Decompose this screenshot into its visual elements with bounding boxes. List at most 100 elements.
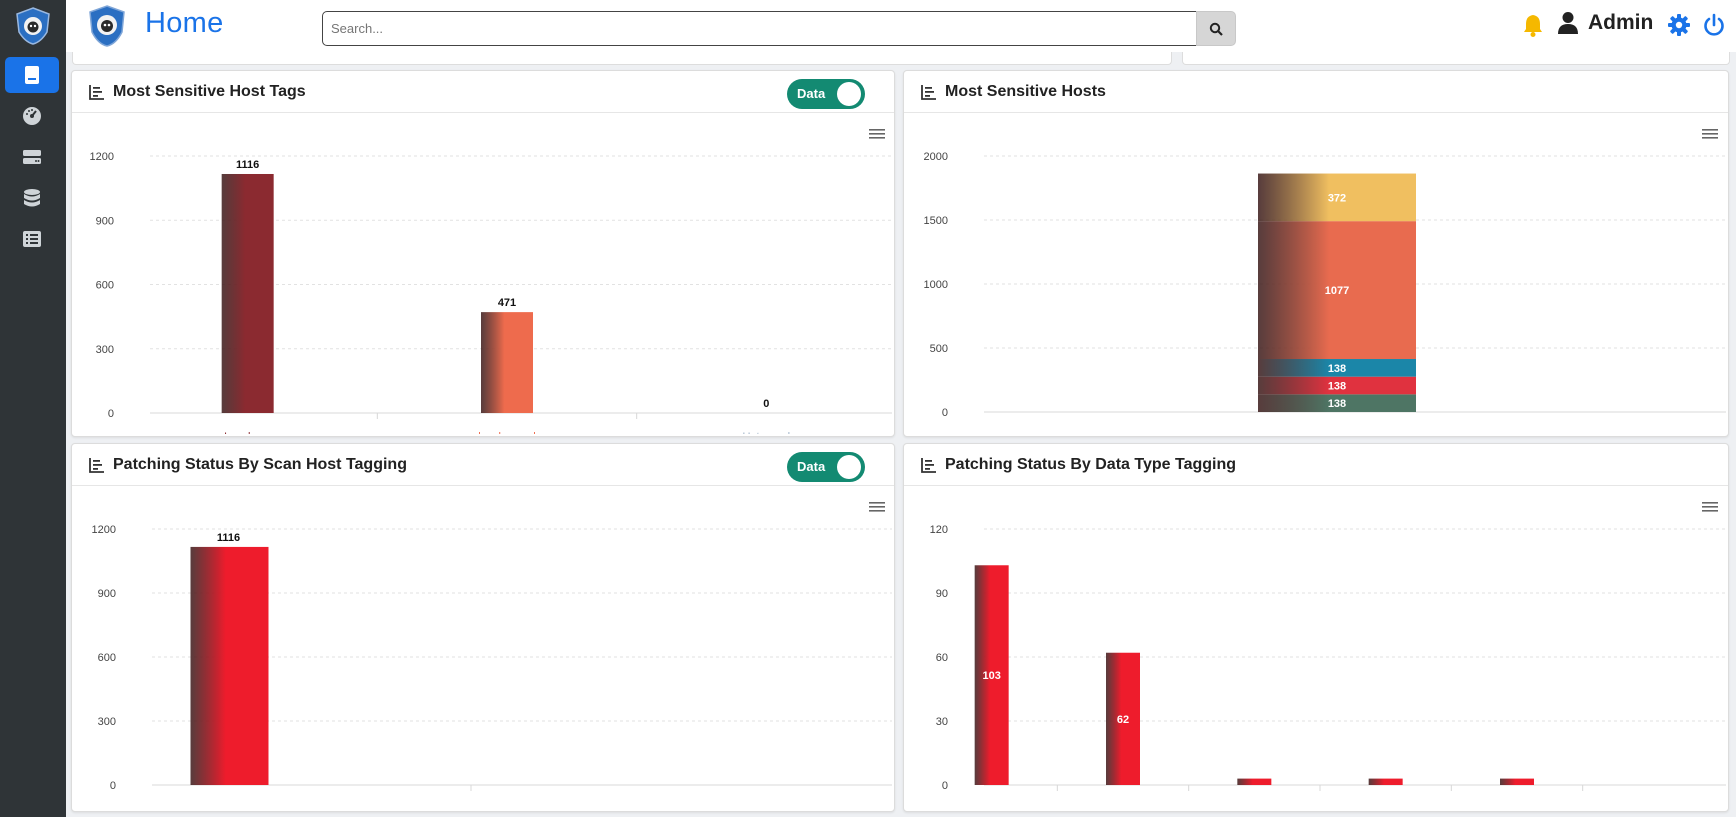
bar <box>1500 778 1534 785</box>
data-toggle[interactable]: Data <box>787 79 865 109</box>
user-icon[interactable] <box>1557 11 1579 35</box>
server-icon <box>23 150 41 164</box>
sidebar-item-reports[interactable] <box>5 57 59 93</box>
reports-icon <box>25 66 39 84</box>
y-tick-label: 1000 <box>924 279 948 291</box>
stack-segment <box>1258 221 1416 360</box>
notification-bell-icon[interactable] <box>1522 12 1544 38</box>
app-logo-icon[interactable] <box>13 6 53 46</box>
chart-host-tags: 0 300 600 900 1200 1116 Local_s... 471 local_mys… <box>90 151 892 434</box>
y-tick-label: 1500 <box>924 215 948 227</box>
power-icon[interactable] <box>1702 13 1726 37</box>
y-tick-label: 300 <box>98 716 116 728</box>
chart-patching-host: 030060090012001116Local_s...Untagged <box>92 524 892 792</box>
chart-patching-data-type: 0306090120103Personal62OthersFinanceSens… <box>930 524 1726 792</box>
bar <box>221 173 274 413</box>
y-tick-label: 2000 <box>924 151 948 163</box>
bar-chart-icon <box>921 458 936 473</box>
chart-menu-icon[interactable] <box>1701 127 1719 141</box>
panel-header: Most Sensitive Hosts <box>904 71 1728 113</box>
data-label: 138 <box>1328 381 1346 393</box>
chart-menu-icon[interactable] <box>1701 500 1719 514</box>
data-label: 0 <box>763 398 769 410</box>
chart-menu-icon[interactable] <box>868 500 886 514</box>
chart-sensitive-hosts: 05001000150020001381381381077372127.0.0.… <box>924 151 1726 419</box>
search-input[interactable] <box>322 11 1198 46</box>
dashboard-gauge-icon <box>23 107 41 125</box>
sidebar-item-list[interactable] <box>5 221 59 257</box>
panel-title: Patching Status By Scan Host Tagging <box>113 456 407 473</box>
previous-panel-edge <box>1182 52 1730 65</box>
toggle-knob <box>837 455 861 479</box>
y-tick-label: 600 <box>96 280 114 292</box>
toggle-knob <box>837 82 861 106</box>
y-tick-label: 120 <box>930 524 948 536</box>
toggle-label: Data <box>797 86 826 101</box>
data-label: 1077 <box>1325 285 1349 297</box>
list-icon <box>23 231 41 247</box>
x-tick-label: Untagged <box>742 431 790 434</box>
y-tick-label: 0 <box>942 407 948 419</box>
panel-title: Most Sensitive Hosts <box>945 83 1106 100</box>
x-tick-label: local_mysql <box>478 431 535 434</box>
bar <box>190 546 269 785</box>
bar <box>1106 652 1140 785</box>
sidebar-item-dashboard[interactable] <box>5 98 59 134</box>
data-label: 471 <box>498 297 516 309</box>
y-tick-label: 900 <box>98 588 116 600</box>
chart-menu-icon[interactable] <box>868 127 886 141</box>
data-label: 103 <box>982 670 1000 682</box>
sidebar-item-servers[interactable] <box>5 139 59 175</box>
sidebar-item-database[interactable] <box>5 180 59 216</box>
y-tick-label: 1200 <box>90 151 114 163</box>
panel-title: Most Sensitive Host Tags <box>113 83 306 100</box>
y-tick-label: 60 <box>936 652 948 664</box>
bar-chart-icon <box>921 85 936 100</box>
data-label: 138 <box>1328 363 1346 375</box>
y-tick-label: 90 <box>936 588 948 600</box>
search-button[interactable] <box>1196 11 1236 46</box>
panel-title: Patching Status By Data Type Tagging <box>945 456 1236 473</box>
y-tick-label: 300 <box>96 344 114 356</box>
panel-header: Patching Status By Scan Host Tagging Dat… <box>72 444 894 486</box>
user-name[interactable]: Admin <box>1588 11 1654 34</box>
stack-segment <box>1258 394 1416 412</box>
brand-logo-icon <box>89 5 125 47</box>
search-icon <box>1209 22 1223 36</box>
panel-patching-by-host-tagging: Patching Status By Scan Host Tagging Dat… <box>71 443 895 812</box>
panel-header: Patching Status By Data Type Tagging <box>904 444 1728 486</box>
stack-segment <box>1258 359 1416 377</box>
bar-chart-icon <box>89 458 104 473</box>
panel-most-sensitive-host-tags: Most Sensitive Host Tags Data 0 300 600 900… <box>71 70 895 437</box>
y-tick-label: 0 <box>110 780 116 792</box>
y-tick-label: 0 <box>108 408 114 420</box>
stack-segment <box>1258 173 1416 222</box>
bar-chart-icon <box>89 85 104 100</box>
panel-most-sensitive-hosts: Most Sensitive Hosts 0 500 1000 1500 2000 138… <box>903 70 1729 437</box>
bar <box>974 565 1009 785</box>
data-label: 62 <box>1117 714 1129 726</box>
page-title: Home <box>145 7 224 39</box>
data-toggle[interactable]: Data <box>787 452 865 482</box>
toggle-label: Data <box>797 459 826 474</box>
panel-patching-by-data-type: Patching Status By Data Type Tagging 0 30… <box>903 443 1729 812</box>
y-tick-label: 600 <box>98 652 116 664</box>
bar <box>1237 778 1272 785</box>
data-label: 1116 <box>217 532 240 544</box>
panel-header: Most Sensitive Host Tags Data <box>72 71 894 113</box>
database-icon <box>24 189 40 207</box>
x-tick-label: Local_s... <box>224 431 271 434</box>
y-tick-label: 1200 <box>92 524 116 536</box>
bar <box>1368 778 1403 785</box>
previous-panel-edge <box>72 52 1172 65</box>
top-header: Home Admin <box>66 0 1736 52</box>
y-tick-label: 0 <box>942 780 948 792</box>
gear-icon[interactable] <box>1667 13 1691 37</box>
sidebar <box>0 0 66 817</box>
y-tick-label: 500 <box>930 343 948 355</box>
y-tick-label: 30 <box>936 716 948 728</box>
stack-segment <box>1258 376 1416 395</box>
data-label: 1116 <box>236 159 259 171</box>
data-label: 372 <box>1328 192 1346 204</box>
y-tick-label: 900 <box>96 215 114 227</box>
